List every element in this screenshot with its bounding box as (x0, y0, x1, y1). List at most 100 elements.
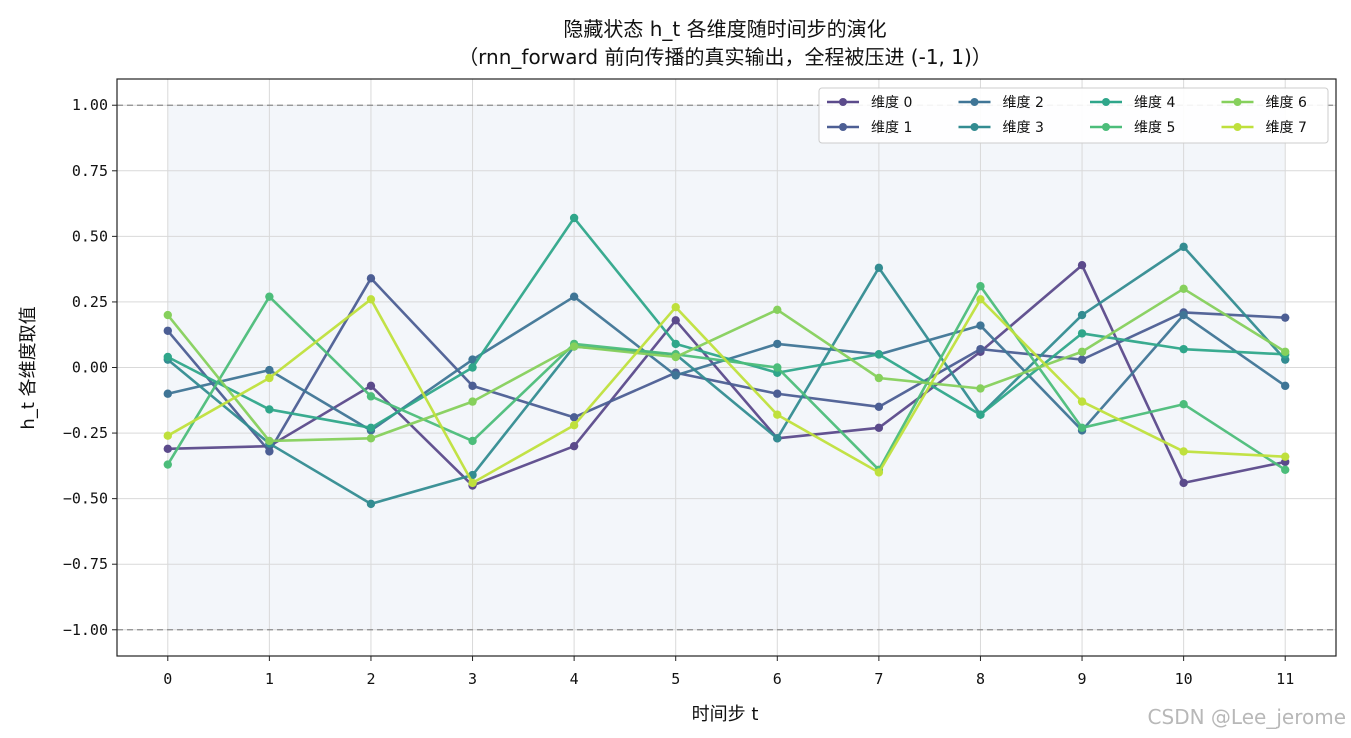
x-tick-label-5: 5 (671, 670, 680, 688)
series-4-point-3 (468, 363, 477, 372)
y-tick-label-0: −1.00 (63, 621, 108, 639)
series-7-point-3 (468, 478, 477, 488)
legend-marker-2 (970, 98, 979, 106)
series-7-point-0 (163, 431, 172, 440)
series-7-point-7 (874, 468, 884, 477)
series-0-point-0 (163, 444, 172, 454)
x-tick-label-1: 1 (265, 670, 274, 688)
series-7-point-1 (265, 373, 274, 383)
legend-label-5: 维度 5 (1134, 120, 1175, 136)
series-2-point-6 (773, 339, 782, 349)
legend-marker-0 (839, 98, 847, 106)
legend-marker-6 (1233, 98, 1242, 106)
series-1-point-11 (1281, 313, 1290, 322)
series-5-point-9 (1077, 423, 1087, 433)
series-6-point-7 (874, 373, 884, 383)
series-line-4 (167, 216, 1286, 430)
y-tick-label-6: 0.50 (72, 227, 108, 245)
series-0-point-4 (569, 441, 579, 451)
series-2-point-5 (671, 371, 680, 380)
series-7-point-4 (569, 421, 579, 430)
series-4-point-1 (265, 405, 274, 414)
series-4-point-5 (671, 339, 680, 349)
legend-marker-1 (839, 123, 847, 131)
plot-area: 0 1 2 3 4 5 6 7 8 9 10 11 −1.00 −0.75 −0.50 −0.25 0.00 0.… (63, 78, 1337, 688)
series-2-point-10 (1179, 310, 1188, 320)
series-3-point-2 (366, 499, 376, 509)
y-axis-label: h_t 各维度取值 (18, 306, 39, 429)
series-4-point-8 (976, 410, 985, 419)
series-5-point-10 (1179, 400, 1188, 409)
series-3-point-7 (874, 263, 884, 273)
series-3-point-6 (773, 434, 782, 443)
series-6-point-2 (366, 434, 376, 443)
series-1-point-0 (163, 326, 172, 335)
series-5-point-8 (976, 281, 985, 291)
series-5-point-2 (366, 392, 376, 401)
series-0-point-9 (1077, 261, 1087, 270)
chart-title: 隐藏状态 h_t 各维度随时间步的演化 (563, 17, 886, 41)
series-3-point-9 (1077, 310, 1087, 320)
series-7-point-5 (671, 302, 680, 312)
series-7-point-8 (976, 295, 985, 304)
series-line-1 (166, 277, 1286, 453)
series-7-point-2 (366, 295, 376, 304)
series-6-point-9 (1077, 347, 1087, 356)
x-tick-label-7: 7 (874, 670, 883, 688)
series-7-point-6 (773, 410, 782, 419)
series-2-point-3 (468, 355, 477, 364)
y-tick-label-3: −0.25 (63, 424, 108, 442)
x-tick-label-11: 11 (1276, 670, 1294, 688)
series-7-point-11 (1281, 452, 1290, 461)
series-5-point-6 (773, 363, 782, 372)
series-1-point-3 (468, 381, 477, 391)
x-tick-label-9: 9 (1078, 670, 1087, 688)
series-4-point-4 (569, 213, 579, 223)
series-6-point-0 (163, 310, 172, 320)
series-6-point-10 (1179, 284, 1188, 294)
series-4-point-2 (366, 423, 376, 433)
y-tick-label-2: −0.50 (63, 490, 108, 508)
series-0-point-2 (366, 381, 376, 391)
legend-box (818, 87, 1329, 144)
series-1-point-7 (874, 402, 884, 412)
series-6-point-8 (976, 384, 985, 393)
series-6-point-11 (1281, 347, 1290, 356)
series-5-point-0 (163, 460, 172, 469)
series-1-point-6 (773, 389, 782, 398)
legend-marker-4 (1102, 98, 1110, 106)
legend: 维度 0 维度 1 维度 2 维度 3 维度 4 维度 5 维度 6 维度 7 (818, 87, 1329, 144)
legend-marker-5 (1102, 123, 1110, 131)
x-tick-label-10: 10 (1175, 670, 1193, 688)
series-line-3 (166, 245, 1287, 506)
y-tick-label-4: 0.00 (72, 359, 108, 377)
legend-label-1: 维度 1 (871, 120, 912, 136)
series-line-0 (167, 263, 1286, 487)
series-1-point-4 (569, 413, 579, 422)
series-4-point-9 (1077, 329, 1087, 338)
x-tick-label-2: 2 (366, 670, 375, 688)
series-6-point-4 (569, 342, 579, 351)
x-tick-label-8: 8 (976, 670, 985, 688)
series-line-7 (167, 298, 1286, 485)
series-6-point-5 (671, 352, 680, 362)
y-tick-label-8: 1.00 (72, 96, 108, 114)
chart-subtitle: （rnn_forward 前向传播的真实输出，全程被压进 (-1, 1)） (458, 45, 992, 69)
series-5-point-1 (265, 292, 274, 301)
series-7-point-10 (1179, 447, 1188, 456)
series-6-point-6 (773, 305, 782, 314)
series-0-point-5 (671, 316, 680, 325)
series-0-point-10 (1179, 478, 1188, 488)
x-axis-label: 时间步 t (692, 704, 759, 725)
series-7-point-9 (1077, 397, 1087, 406)
y-tick-label-7: 0.75 (72, 162, 108, 180)
series-2-point-0 (163, 389, 172, 398)
legend-label-3: 维度 3 (1003, 120, 1044, 136)
series-5-point-3 (468, 436, 477, 446)
series-0-point-7 (874, 423, 884, 433)
series-1-point-8 (976, 344, 985, 354)
legend-marker-7 (1233, 123, 1242, 131)
series-4-point-10 (1179, 344, 1188, 354)
series-3-point-10 (1179, 242, 1188, 252)
